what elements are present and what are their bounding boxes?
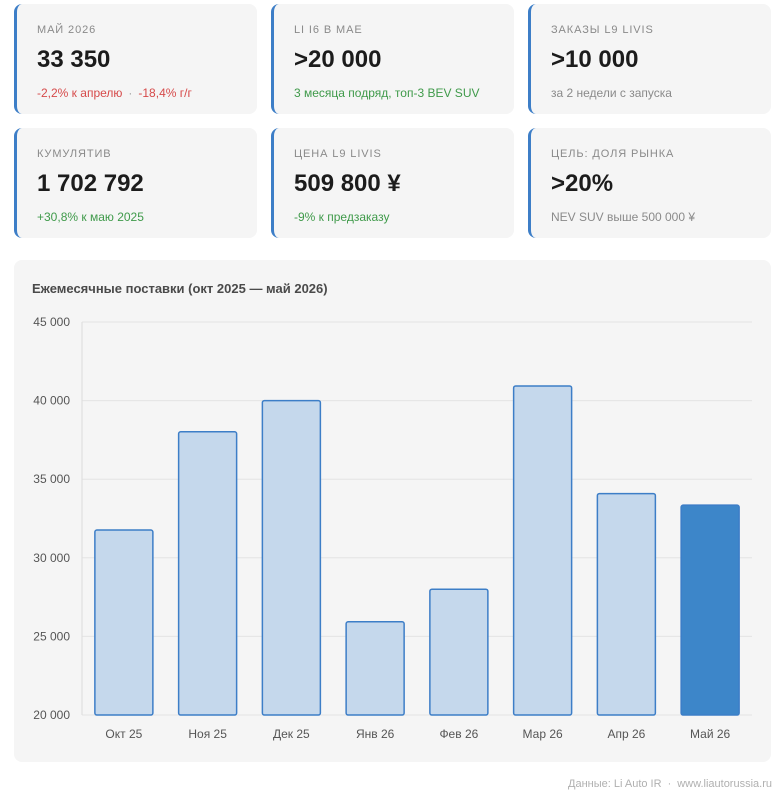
stat-subtext: -2,2% к апрелю · -18,4% г/г [37, 86, 192, 100]
stat-value: >20% [551, 170, 614, 197]
y-tick-label: 45 000 [33, 315, 70, 329]
stat-label: МАЙ 2026 [37, 24, 97, 36]
stat-card: ЦЕНА L9 LIVIS 509 800 ¥ -9% к предзаказу [271, 128, 514, 238]
stat-card: ЗАКАЗЫ L9 LIVIS >10 000 за 2 недели с запу… [528, 4, 771, 114]
stat-change: -18,4% г/г [138, 86, 192, 100]
stat-label: КУМУЛЯТИВ [37, 148, 112, 160]
stat-subtext: 3 месяца подряд, топ-3 BEV SUV [294, 86, 479, 100]
stat-change: -2,2% к апрелю [37, 86, 123, 100]
bar [680, 504, 740, 716]
stat-change: -9% к предзаказу [294, 210, 390, 224]
bar [345, 621, 405, 716]
stat-change: за 2 недели с запуска [551, 86, 672, 100]
x-tick-label: Май 26 [690, 727, 731, 741]
stat-value: 1 702 792 [37, 170, 144, 197]
footer-source: Данные: Li Auto IR [568, 778, 662, 790]
stat-label: ЗАКАЗЫ L9 LIVIS [551, 24, 654, 36]
stat-change: NEV SUV выше 500 000 ¥ [551, 210, 696, 224]
y-tick-label: 25 000 [33, 629, 70, 643]
y-tick-label: 30 000 [33, 551, 70, 565]
stat-label: ЦЕЛЬ: ДОЛЯ РЫНКА [551, 148, 675, 160]
footer: Данные: Li Auto IR · www.liautorussia.ru [568, 778, 772, 790]
stat-value: 509 800 ¥ [294, 170, 401, 197]
stat-label: LI I6 В МАЕ [294, 24, 363, 36]
x-tick-label: Янв 26 [356, 727, 395, 741]
y-tick-label: 40 000 [33, 394, 70, 408]
bar [94, 529, 154, 716]
chart-title: Ежемесячные поставки (окт 2025 — май 202… [32, 281, 328, 296]
stat-card: ЦЕЛЬ: ДОЛЯ РЫНКА >20% NEV SUV выше 500 000… [528, 128, 771, 238]
stat-subtext: +30,8% к маю 2025 [37, 210, 144, 224]
stat-card: МАЙ 2026 33 350 -2,2% к апрелю · -18,4% г/г [14, 4, 257, 114]
stat-subtext: за 2 недели с запуска [551, 86, 672, 100]
stat-subtext: -9% к предзаказу [294, 210, 389, 224]
bar [261, 399, 322, 716]
bar [596, 492, 657, 716]
footer-site: www.liautorussia.ru [677, 778, 772, 790]
stat-value: >10 000 [551, 46, 639, 73]
y-tick-label: 20 000 [33, 708, 70, 722]
bar-chart: 20 000 25 000 30 000 35 000 40 000 45 000 Окт … [33, 315, 752, 741]
stat-label: ЦЕНА L9 LIVIS [294, 148, 382, 160]
chart-panel: Ежемесячные поставки (окт 2025 — май 202… [14, 260, 771, 762]
x-tick-label: Фев 26 [439, 727, 478, 741]
stat-value: >20 000 [294, 46, 382, 73]
x-tick-label: Окт 25 [105, 727, 142, 741]
x-tick-label: Апр 26 [607, 727, 645, 741]
stat-card: LI I6 В МАЕ >20 000 3 месяца подряд, топ-3… [271, 4, 514, 114]
stat-value: 33 350 [37, 46, 111, 73]
x-tick-label: Ноя 25 [188, 727, 227, 741]
separator-dot: · [128, 86, 133, 100]
stat-subtext: NEV SUV выше 500 000 ¥ [551, 210, 695, 224]
bar [512, 385, 573, 716]
footer-separator: · [667, 778, 672, 790]
y-tick-label: 35 000 [33, 472, 70, 486]
stat-change: 3 месяца подряд, топ-3 BEV SUV [294, 86, 480, 100]
bar [429, 588, 489, 716]
bar [177, 431, 238, 716]
stat-card: КУМУЛЯТИВ 1 702 792 +30,8% к маю 2025 [14, 128, 257, 238]
x-tick-label: Дек 25 [273, 727, 310, 741]
x-tick-label: Мар 26 [523, 727, 563, 741]
stat-change: +30,8% к маю 2025 [37, 210, 144, 224]
